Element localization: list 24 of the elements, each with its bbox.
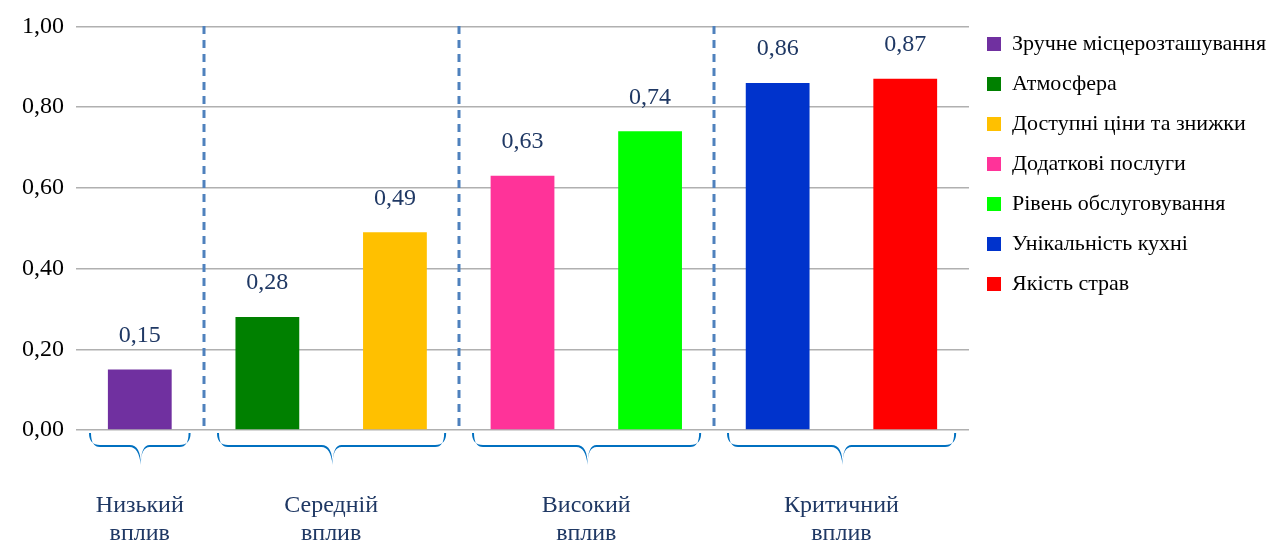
legend-label: Якість страв (1012, 269, 1130, 295)
legend-label: Атмосфера (1012, 69, 1117, 95)
y-tick-label: 0,00 (22, 415, 64, 442)
data-label: 0,74 (629, 82, 672, 109)
legend-label: Рівень обслуговування (1012, 189, 1226, 215)
data-label: 0,86 (756, 34, 799, 61)
data-label: 0,49 (373, 183, 416, 210)
y-tick-label: 0,20 (22, 334, 64, 361)
text: Низький вплив (94, 490, 185, 546)
y-tick-label: 0,40 (22, 253, 64, 280)
data-label: 0,87 (884, 30, 927, 57)
legend-label: Унікальність кухні (1012, 229, 1188, 255)
data-label: 0,28 (246, 268, 289, 295)
y-tick-label: 0,80 (22, 92, 64, 119)
legend-label: Додаткові послуги (1012, 149, 1187, 175)
text: Критичний вплив (783, 490, 900, 546)
data-label: 0,15 (118, 320, 161, 347)
data-label: 0,63 (501, 127, 544, 154)
legend-label: Доступні ціни та знижки (1012, 109, 1247, 135)
text: Середній вплив (283, 490, 380, 546)
y-tick-label: 1,00 (22, 11, 64, 38)
legend-label: Зручне місцерозташування (1012, 29, 1267, 55)
text: Високий вплив (540, 490, 632, 546)
y-tick-label: 0,60 (22, 173, 64, 200)
